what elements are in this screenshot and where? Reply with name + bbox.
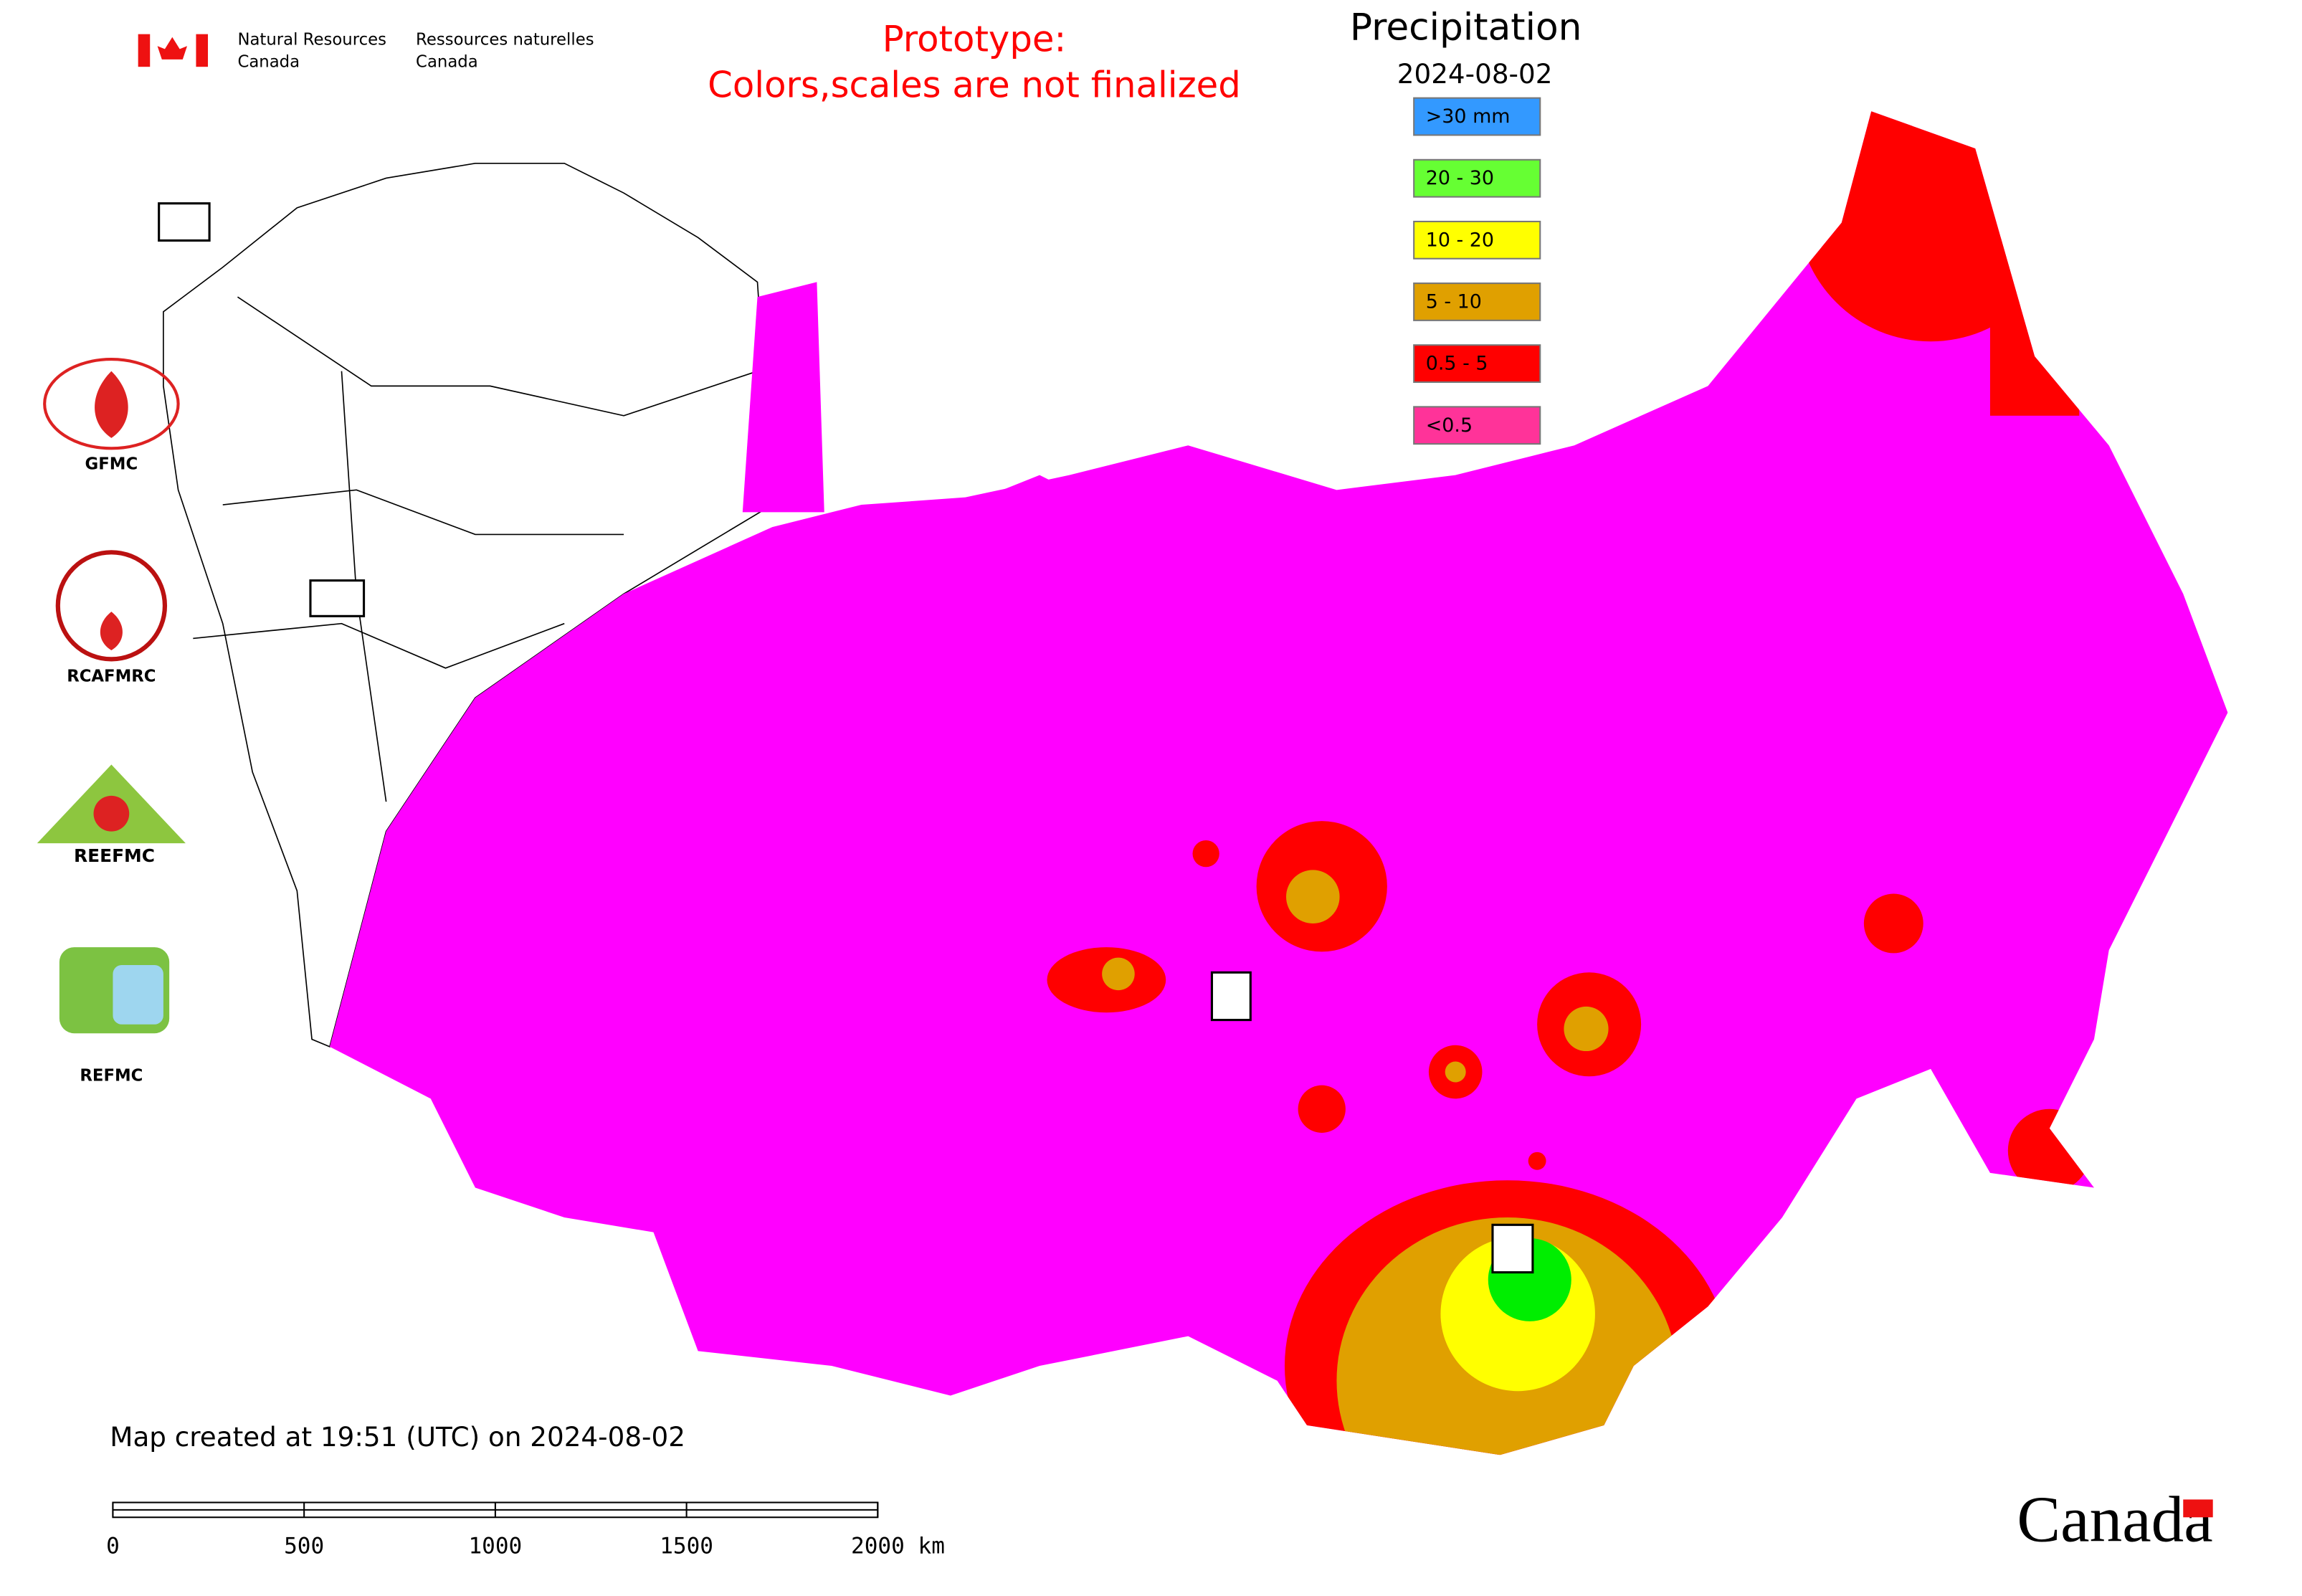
area-0-5-5 <box>1797 111 2065 342</box>
land-fragment <box>742 282 824 513</box>
legend-label: <0.5 <box>1426 414 1473 437</box>
legend-swatch <box>1413 97 1541 136</box>
legend-swatch <box>1413 158 1541 198</box>
station-marker <box>1491 1223 1534 1274</box>
area-0-5-5 <box>1298 1085 1346 1133</box>
logos: GFMC RCAFMRC REEFMC REFMC <box>37 358 186 1086</box>
scale-bar: 0 500 1000 1500 2000 km <box>106 1501 945 1559</box>
area-5-10 <box>1445 1061 1466 1083</box>
dept-en: Natural Resources <box>237 30 386 49</box>
legend-swatch <box>1413 282 1541 321</box>
legend-label: >30 mm <box>1426 105 1511 128</box>
dept-fr: Ressources naturelles <box>416 30 594 49</box>
area-0-5-5 <box>1989 237 2080 416</box>
reefmc-logo <box>93 795 130 832</box>
rcafmrc-logo <box>55 550 168 662</box>
area-0-5-5 <box>1863 893 1923 954</box>
legend: Precipitation 2024-08-02 >30 mm 20 - 30 10… <box>1350 6 1582 445</box>
dept-en: Canada <box>237 52 300 71</box>
refmc-logo <box>113 964 163 1025</box>
scale-label: 1500 <box>660 1534 713 1559</box>
area-0-5-5 <box>1192 840 1219 868</box>
legend-swatch <box>1413 406 1541 445</box>
legend-date: 2024-08-02 <box>1397 58 1553 90</box>
scale-label: 500 <box>284 1534 324 1559</box>
gfmc-logo <box>43 358 180 450</box>
scale-label: 1000 <box>468 1534 522 1559</box>
area-5-10 <box>1564 1006 1609 1052</box>
legend-label: 20 - 30 <box>1426 167 1494 189</box>
legend-swatch <box>1413 220 1541 260</box>
area-5-10 <box>1286 870 1340 923</box>
area-0-5-5 <box>2007 1108 2091 1192</box>
station-marker <box>1210 971 1252 1022</box>
legend-label: 5 - 10 <box>1426 291 1482 313</box>
scale-label: 0 <box>106 1534 120 1559</box>
legend-label: 0.5 - 5 <box>1426 353 1488 375</box>
logo-label: REEFMC <box>74 845 155 866</box>
dept-fr: Canada <box>416 52 478 71</box>
legend-title: Precipitation <box>1350 6 1582 49</box>
area-0-5-5 <box>1528 1151 1546 1170</box>
canada-wordmark: Canada <box>2017 1483 2212 1556</box>
station-markers <box>158 202 1534 1274</box>
logo-label: GFMC <box>85 455 138 474</box>
logo-label: REFMC <box>80 1067 143 1086</box>
legend-label: 10 - 20 <box>1426 229 1494 251</box>
rcafmrc-logo <box>100 612 123 650</box>
notice: Prototype: <box>883 18 1067 60</box>
logo-label: RCAFMRC <box>67 668 156 686</box>
creation-note: Map created at 19:51 (UTC) on 2024-08-02 <box>110 1421 685 1453</box>
header: Natural Resources Canada Ressources natu… <box>138 18 1241 106</box>
land-fragment <box>965 475 1070 557</box>
area-5-10 <box>1102 957 1135 991</box>
station-marker <box>309 579 366 617</box>
notice: Colors,scales are not finalized <box>708 65 1241 106</box>
maple-leaf <box>157 37 188 60</box>
flag-bar <box>196 34 209 67</box>
station-marker <box>158 202 211 242</box>
legend-swatch <box>1413 344 1541 384</box>
scale-label: 2000 km <box>851 1534 945 1559</box>
wordmark-flag <box>2183 1499 2213 1518</box>
flag-bar <box>138 34 151 67</box>
gfmc-logo <box>95 371 128 438</box>
